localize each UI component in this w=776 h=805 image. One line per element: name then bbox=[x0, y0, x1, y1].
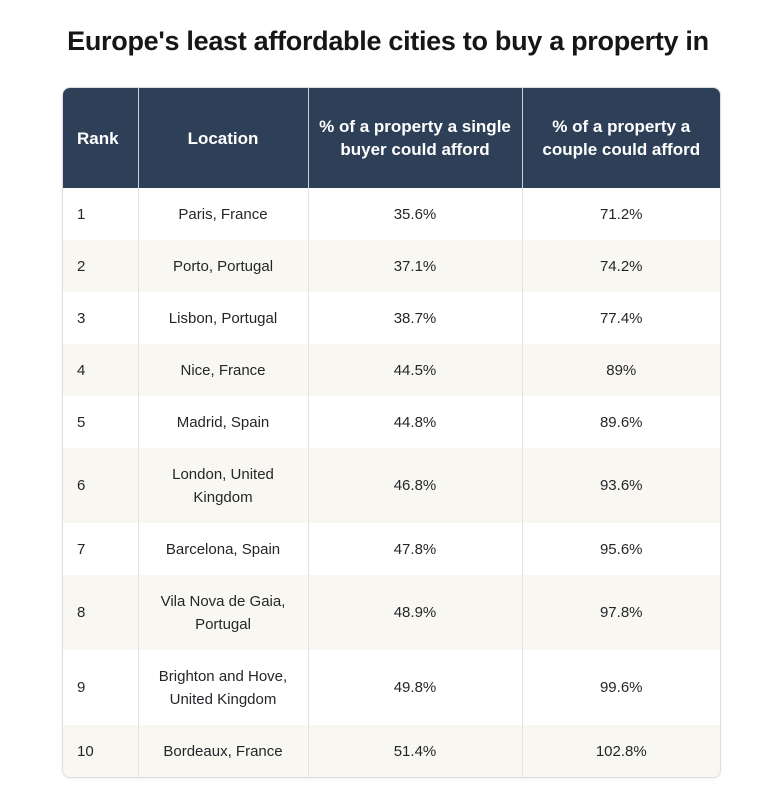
table-row: 3 Lisbon, Portugal 38.7% 77.4% bbox=[63, 292, 720, 344]
header-rank: Rank bbox=[63, 88, 138, 188]
header-row: Rank Location % of a property a single b… bbox=[63, 88, 720, 188]
location-cell: Bordeaux, France bbox=[137, 725, 308, 777]
couple-cell: 95.6% bbox=[521, 523, 720, 575]
single-buyer-cell: 38.7% bbox=[307, 292, 522, 344]
rank-cell: 5 bbox=[77, 413, 86, 431]
table-row: 7 Barcelona, Spain 47.8% 95.6% bbox=[63, 523, 720, 575]
affordability-table-container: Rank Location % of a property a single b… bbox=[62, 87, 721, 778]
single-buyer-cell: 44.8% bbox=[307, 396, 522, 448]
couple-cell: 102.8% bbox=[521, 725, 720, 777]
single-buyer-cell: 47.8% bbox=[307, 523, 522, 575]
location-cell: Vila Nova de Gaia, Portugal bbox=[137, 575, 308, 650]
rank-cell: 10 bbox=[63, 725, 138, 777]
couple-cell: 77.4% bbox=[521, 292, 720, 344]
rank-cell: 4 bbox=[63, 344, 138, 396]
table-row: 5 Madrid, Spain 44.8% 89.6% bbox=[63, 396, 720, 448]
couple-cell: 99.6% bbox=[521, 650, 720, 725]
rank-cell: 3 bbox=[77, 309, 86, 327]
table-row: 1 Paris, France 35.6% 71.2% bbox=[63, 188, 720, 240]
page-title: Europe's least affordable cities to buy … bbox=[67, 26, 709, 56]
header-location: Location bbox=[137, 88, 308, 188]
table-row: 8 Vila Nova de Gaia, Portugal 48.9% 97.8% bbox=[63, 575, 720, 650]
rank-cell: 1 bbox=[77, 205, 86, 223]
table-body: 1 Paris, France 35.6% 71.2% 2 Porto, Portugal… bbox=[63, 188, 720, 777]
affordability-table: Rank Location % of a property a single b… bbox=[63, 88, 720, 777]
single-buyer-cell: 37.1% bbox=[307, 240, 522, 292]
couple-cell: 97.8% bbox=[521, 575, 720, 650]
location-cell: Barcelona, Spain bbox=[137, 523, 308, 575]
couple-cell: 89% bbox=[521, 344, 720, 396]
couple-cell: 74.2% bbox=[521, 240, 720, 292]
single-buyer-cell: 46.8% bbox=[307, 448, 522, 523]
rank-cell: 7 bbox=[77, 540, 86, 558]
location-cell: Nice, France bbox=[137, 344, 308, 396]
single-buyer-cell: 49.8% bbox=[307, 650, 522, 725]
single-buyer-cell: 51.4% bbox=[307, 725, 522, 777]
location-cell: Porto, Portugal bbox=[137, 240, 308, 292]
location-cell: Brighton and Hove, United Kingdom bbox=[137, 650, 308, 725]
table-row: 10 Bordeaux, France 51.4% 102.8% bbox=[63, 725, 720, 777]
location-cell: London, United Kingdom bbox=[137, 448, 308, 523]
single-buyer-cell: 44.5% bbox=[307, 344, 522, 396]
single-buyer-cell: 35.6% bbox=[307, 188, 522, 240]
location-cell: Madrid, Spain bbox=[137, 396, 308, 448]
rank-cell: 2 bbox=[63, 240, 138, 292]
couple-cell: 89.6% bbox=[521, 396, 720, 448]
table-row: 2 Porto, Portugal 37.1% 74.2% bbox=[63, 240, 720, 292]
single-buyer-cell: 48.9% bbox=[307, 575, 522, 650]
location-cell: Lisbon, Portugal bbox=[137, 292, 308, 344]
rank-cell: 9 bbox=[77, 679, 86, 696]
rank-cell: 8 bbox=[63, 575, 138, 650]
location-cell: Paris, France bbox=[137, 188, 308, 240]
rank-cell: 6 bbox=[63, 448, 138, 523]
table-row: 6 London, United Kingdom 46.8% 93.6% bbox=[63, 448, 720, 523]
couple-cell: 71.2% bbox=[521, 188, 720, 240]
header-couple: % of a property a couple could afford bbox=[521, 88, 720, 188]
table-row: 4 Nice, France 44.5% 89% bbox=[63, 344, 720, 396]
header-single-buyer: % of a property a single buyer could aff… bbox=[307, 88, 522, 188]
table-row: 9 Brighton and Hove, United Kingdom 49.8% 9… bbox=[63, 650, 720, 725]
couple-cell: 93.6% bbox=[521, 448, 720, 523]
